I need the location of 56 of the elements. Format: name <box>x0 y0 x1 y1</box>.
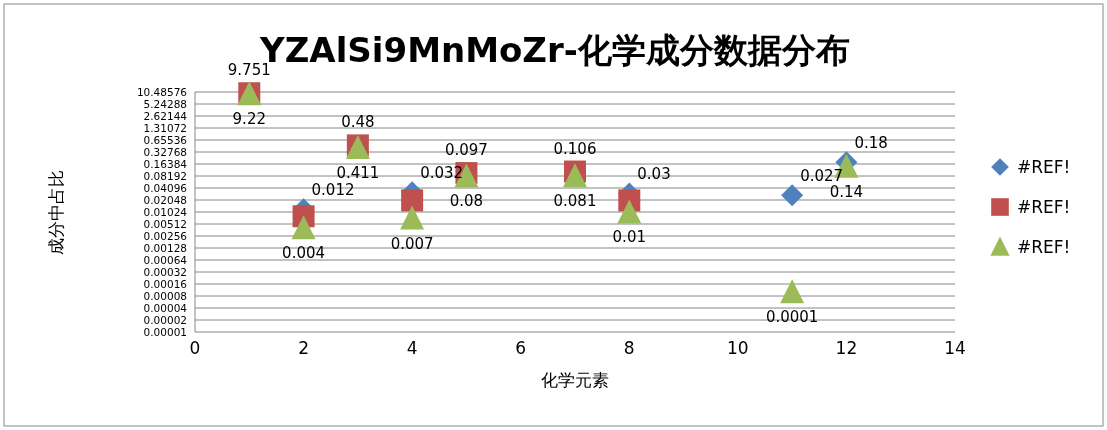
y-tick-label: 0.08192 <box>143 170 187 182</box>
data-label: 0.004 <box>282 244 326 263</box>
x-tick-label: 10 <box>727 338 749 358</box>
legend-label: #REF! <box>1017 157 1071 177</box>
x-tick-label: 8 <box>623 338 635 358</box>
y-tick-label: 0.00002 <box>143 314 187 326</box>
legend-label: #REF! <box>1017 197 1071 217</box>
data-label: 0.012 <box>311 181 355 200</box>
y-tick-label: 0.02048 <box>143 194 187 206</box>
y-tick-label: 2.62144 <box>143 110 188 122</box>
point <box>563 163 587 188</box>
y-tick-label: 0.32768 <box>143 146 187 158</box>
data-label: 0.081 <box>553 192 597 211</box>
data-label: 9.751 <box>227 61 271 80</box>
data-label: 0.106 <box>553 139 597 158</box>
y-tick-label: 10.48576 <box>136 86 188 98</box>
y-tick-label: 0.16384 <box>143 158 188 170</box>
y-tick-label: 0.00256 <box>143 230 188 242</box>
y-tick-label: 0.00004 <box>143 302 188 314</box>
y-tick-label: 0.00512 <box>143 218 187 230</box>
data-label: 9.22 <box>232 110 266 129</box>
data-label: 0.411 <box>336 164 380 183</box>
data-label: 0.0001 <box>765 308 819 327</box>
y-tick-label: 0.00001 <box>143 326 187 338</box>
x-tick-label: 4 <box>406 338 418 358</box>
data-label: 0.18 <box>854 134 888 153</box>
data-label: 0.03 <box>637 165 671 184</box>
data-label: 0.08 <box>449 192 484 211</box>
point <box>781 184 804 207</box>
data-label: 0.007 <box>390 234 434 253</box>
point <box>401 189 424 212</box>
x-tick-label: 12 <box>835 338 858 358</box>
point <box>617 199 642 224</box>
x-tick-label: 14 <box>944 338 966 358</box>
y-tick-label: 0.01024 <box>143 206 188 218</box>
point <box>291 215 316 240</box>
legend-label: #REF! <box>1017 237 1071 257</box>
y-tick-label: 0.00016 <box>143 278 188 290</box>
y-tick-label: 1.31072 <box>143 122 187 134</box>
x-tick-label: 2 <box>298 338 309 358</box>
data-label: 0.01 <box>612 228 646 247</box>
point <box>780 279 805 304</box>
y-tick-label: 0.00064 <box>143 254 188 266</box>
y-tick-label: 5.24288 <box>143 98 187 110</box>
data-label: 0.48 <box>341 113 375 132</box>
data-label: 0.097 <box>444 141 488 160</box>
y-axis-title: 成分中占比 <box>46 169 66 255</box>
x-tick-label: 0 <box>189 338 201 358</box>
y-tick-label: 0.00008 <box>143 290 187 302</box>
x-axis-title: 化学元素 <box>541 370 609 390</box>
y-tick-label: 0.04096 <box>143 182 188 194</box>
y-tick-label: 0.00128 <box>143 242 187 254</box>
y-tick-label: 0.65536 <box>143 134 188 146</box>
point <box>400 205 425 230</box>
x-tick-label: 6 <box>515 338 527 358</box>
y-tick-label: 0.00032 <box>143 266 187 278</box>
